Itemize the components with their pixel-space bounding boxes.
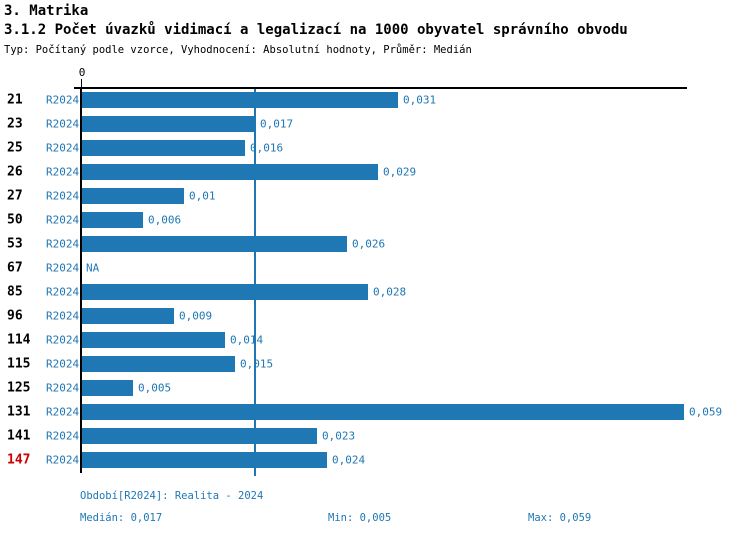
bar — [82, 428, 317, 444]
category-label: 25 — [7, 140, 23, 156]
value-label: 0,017 — [260, 117, 294, 131]
category-label: 141 — [7, 428, 31, 444]
category-label: 125 — [7, 380, 31, 396]
category-label: 114 — [7, 332, 31, 348]
chart-meta-line: Typ: Počítaný podle vzorce, Vyhodnocení:… — [4, 44, 472, 56]
x-axis-zero-tick — [81, 79, 82, 87]
series-period-label: R2024 — [46, 429, 80, 443]
bar — [82, 164, 378, 180]
bar-row: 96 R2024 0,009 — [0, 304, 750, 328]
bar — [82, 308, 174, 324]
bar — [82, 380, 133, 396]
category-label: 23 — [7, 116, 23, 132]
series-period-label: R2024 — [46, 405, 80, 419]
footer-min: Min: 0,005 — [328, 512, 392, 524]
series-period-label: R2024 — [46, 189, 80, 203]
category-label: 67 — [7, 260, 23, 276]
value-label: 0,026 — [352, 237, 386, 251]
category-label: 96 — [7, 308, 23, 324]
bar — [82, 92, 398, 108]
bar-row: 21 R2024 0,031 — [0, 88, 750, 112]
bar-row: 85 R2024 0,028 — [0, 280, 750, 304]
value-label: 0,009 — [179, 309, 213, 323]
series-period-label: R2024 — [46, 141, 80, 155]
category-label: 53 — [7, 236, 23, 252]
value-label: 0,005 — [138, 381, 172, 395]
bar-row: 50 R2024 0,006 — [0, 208, 750, 232]
y-axis-line — [80, 87, 82, 473]
bar-row: 125 R2024 0,005 — [0, 376, 750, 400]
category-label: 85 — [7, 284, 23, 300]
bar-row: 141 R2024 0,023 — [0, 424, 750, 448]
x-axis-zero-label: 0 — [78, 66, 86, 79]
bar-rows: 21 R2024 0,031 23 R2024 0,017 25 R2024 0,016 26 R2… — [0, 88, 750, 472]
series-period-label: R2024 — [46, 93, 80, 107]
chart-title: 3.1.2 Počet úvazků vidimací a legalizací… — [4, 22, 628, 38]
category-label: 27 — [7, 188, 23, 204]
value-label: 0,028 — [373, 285, 407, 299]
bar-row: 131 R2024 0,059 — [0, 400, 750, 424]
value-label: 0,01 — [189, 189, 216, 203]
value-label: 0,031 — [403, 93, 437, 107]
bar — [82, 116, 255, 132]
series-period-label: R2024 — [46, 285, 80, 299]
series-period-label: R2024 — [46, 381, 80, 395]
value-label: 0,059 — [689, 405, 723, 419]
category-label: 131 — [7, 404, 31, 420]
series-period-label: R2024 — [46, 213, 80, 227]
bar — [82, 356, 235, 372]
value-label: 0,016 — [250, 141, 284, 155]
bar — [82, 236, 347, 252]
bar — [82, 284, 368, 300]
bar — [82, 404, 684, 420]
value-label: 0,006 — [148, 213, 182, 227]
bar-row: 115 R2024 0,015 — [0, 352, 750, 376]
bar-row: 25 R2024 0,016 — [0, 136, 750, 160]
category-label: 26 — [7, 164, 23, 180]
series-period-label: R2024 — [46, 453, 80, 467]
bar-row: 26 R2024 0,029 — [0, 160, 750, 184]
value-label: 0,023 — [322, 429, 356, 443]
bar-row: 147 R2024 0,024 — [0, 448, 750, 472]
bar-row: 53 R2024 0,026 — [0, 232, 750, 256]
value-label: 0,014 — [230, 333, 264, 347]
footer-period: Období[R2024]: Realita - 2024 — [80, 490, 264, 502]
bar-row: 114 R2024 0,014 — [0, 328, 750, 352]
series-period-label: R2024 — [46, 237, 80, 251]
bar — [82, 140, 245, 156]
series-period-label: R2024 — [46, 357, 80, 371]
value-label: 0,015 — [240, 357, 274, 371]
footer-max: Max: 0,059 — [528, 512, 592, 524]
bar — [82, 452, 327, 468]
x-axis-line — [74, 87, 687, 89]
category-label: 21 — [7, 92, 23, 108]
value-label: 0,024 — [332, 453, 366, 467]
series-period-label: R2024 — [46, 117, 80, 131]
median-line — [254, 88, 256, 476]
series-period-label: R2024 — [46, 165, 80, 179]
series-period-label: R2024 — [46, 309, 80, 323]
bar — [82, 188, 184, 204]
bar — [82, 332, 225, 348]
category-label: 50 — [7, 212, 23, 228]
bar-row: 27 R2024 0,01 — [0, 184, 750, 208]
series-period-label: R2024 — [46, 333, 80, 347]
footer-median: Medián: 0,017 — [80, 512, 163, 524]
category-label: 115 — [7, 356, 31, 372]
series-period-label: R2024 — [46, 261, 80, 275]
bar-row: 67 R2024 NA — [0, 256, 750, 280]
na-label: NA — [86, 261, 100, 275]
category-label: 147 — [7, 452, 31, 468]
bar — [82, 212, 143, 228]
page-title: 3. Matrika — [4, 3, 89, 19]
bar-row: 23 R2024 0,017 — [0, 112, 750, 136]
value-label: 0,029 — [383, 165, 417, 179]
